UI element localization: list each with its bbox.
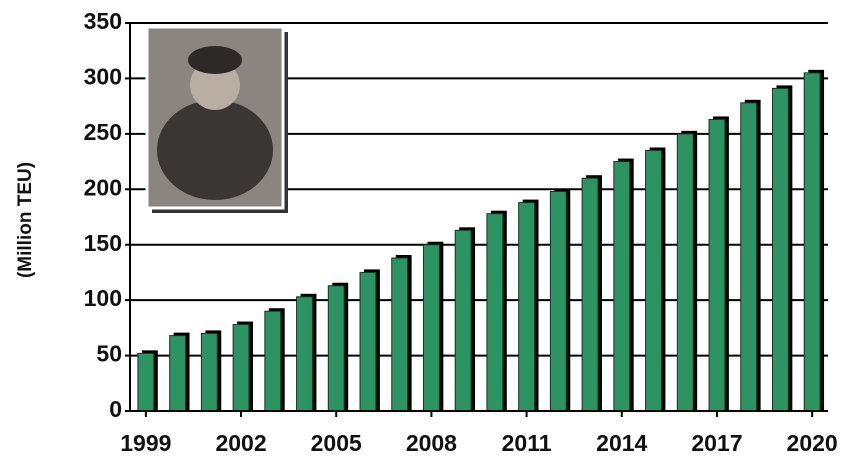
y-tick-label: 50 xyxy=(96,341,122,367)
y-tick-label: 300 xyxy=(84,64,122,90)
y-tick-label: 0 xyxy=(109,396,122,422)
photo-head xyxy=(190,60,240,110)
x-tick-label: 2008 xyxy=(406,430,457,456)
bar xyxy=(264,310,282,412)
y-tick-label: 100 xyxy=(84,285,122,311)
x-tick-label: 2002 xyxy=(215,430,266,456)
bar xyxy=(359,271,377,412)
bar xyxy=(645,149,662,412)
bar xyxy=(803,72,821,412)
bar xyxy=(740,102,758,412)
photo-hat xyxy=(188,46,242,74)
y-tick-label: 250 xyxy=(84,119,122,145)
bar xyxy=(486,213,504,412)
bar xyxy=(676,133,694,412)
bar xyxy=(518,202,536,412)
x-tick-label: 2014 xyxy=(596,430,647,456)
bar xyxy=(549,191,567,412)
bar xyxy=(422,244,440,412)
y-axis-label: (Million TEU) xyxy=(15,162,36,278)
y-tick-label: 350 xyxy=(84,8,122,34)
bar xyxy=(613,161,631,412)
bar xyxy=(391,257,409,412)
bar xyxy=(232,324,250,412)
x-tick-label: 2020 xyxy=(787,430,838,456)
x-tick-label: 2017 xyxy=(691,430,742,456)
x-tick-label: 2011 xyxy=(502,430,552,456)
bar xyxy=(200,332,218,412)
y-tick-label: 200 xyxy=(84,174,122,200)
y-tick-label: 150 xyxy=(84,230,122,256)
x-tick-label: 1999 xyxy=(120,430,171,456)
bar xyxy=(708,118,726,412)
bar xyxy=(581,177,599,412)
photo-figure xyxy=(157,100,273,200)
x-tick-label: 2005 xyxy=(311,430,362,456)
bar xyxy=(169,335,187,412)
bar xyxy=(771,87,789,412)
bar xyxy=(137,352,155,412)
bar xyxy=(296,296,313,412)
bar xyxy=(327,285,345,412)
bar xyxy=(454,229,472,412)
